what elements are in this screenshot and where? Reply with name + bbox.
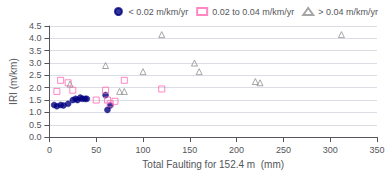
svg-text:2.5: 2.5 xyxy=(29,70,42,80)
svg-text:350: 350 xyxy=(369,145,384,155)
svg-text:0.5: 0.5 xyxy=(29,120,42,130)
svg-text:250: 250 xyxy=(276,145,291,155)
svg-text:4.0: 4.0 xyxy=(29,33,42,43)
svg-text:0: 0 xyxy=(47,145,52,155)
svg-text:150: 150 xyxy=(182,145,197,155)
svg-text:> 0.04 m/km/yr: > 0.04 m/km/yr xyxy=(318,7,378,17)
svg-text:3.0: 3.0 xyxy=(29,58,42,68)
svg-text:2.0: 2.0 xyxy=(29,83,42,93)
svg-text:4.5: 4.5 xyxy=(29,21,42,31)
svg-text:Total Faulting for 152.4 m (m: Total Faulting for 152.4 m (mm) xyxy=(142,159,284,170)
svg-text:1.5: 1.5 xyxy=(29,95,42,105)
svg-text:200: 200 xyxy=(229,145,244,155)
svg-text:0.02 to 0.04 m/km/yr: 0.02 to 0.04 m/km/yr xyxy=(212,7,294,17)
svg-text:300: 300 xyxy=(323,145,338,155)
svg-text:IRI (m/km): IRI (m/km) xyxy=(8,58,19,105)
svg-text:3.5: 3.5 xyxy=(29,46,42,56)
svg-text:< 0.02 m/km/yr: < 0.02 m/km/yr xyxy=(128,7,188,17)
svg-text:50: 50 xyxy=(91,145,101,155)
svg-text:0.0: 0.0 xyxy=(29,132,42,142)
svg-text:100: 100 xyxy=(135,145,150,155)
svg-text:1.0: 1.0 xyxy=(29,107,42,117)
